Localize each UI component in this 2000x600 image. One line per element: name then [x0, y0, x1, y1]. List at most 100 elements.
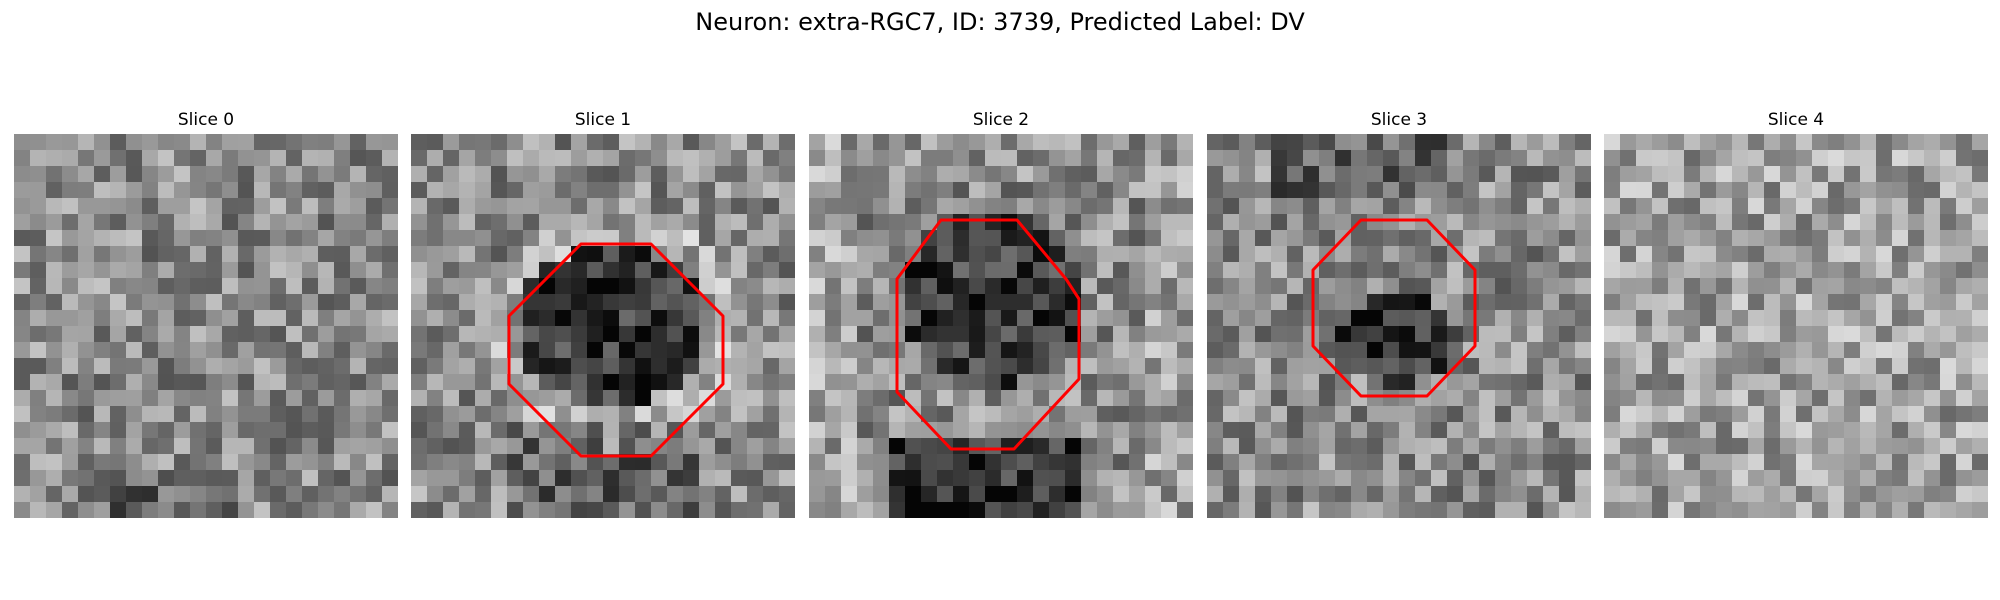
image-pixel	[1620, 246, 1637, 263]
image-pixel	[1620, 470, 1637, 487]
image-pixel	[1145, 326, 1162, 343]
image-pixel	[1511, 278, 1528, 295]
image-pixel	[1049, 406, 1066, 423]
image-pixel	[1495, 358, 1512, 375]
image-pixel	[905, 182, 922, 199]
image-pixel	[1684, 342, 1701, 359]
image-pixel	[382, 358, 398, 375]
image-pixel	[302, 262, 319, 279]
image-pixel	[94, 134, 111, 151]
image-pixel	[1956, 294, 1973, 311]
image-pixel	[651, 262, 668, 279]
image-pixel	[1447, 342, 1464, 359]
image-pixel	[1860, 486, 1877, 503]
image-pixel	[1383, 166, 1400, 183]
image-pixel	[809, 422, 826, 439]
image-pixel	[1145, 358, 1162, 375]
image-pixel	[1716, 326, 1733, 343]
image-pixel	[1113, 406, 1130, 423]
image-pixel	[1271, 342, 1288, 359]
image-pixel	[969, 486, 986, 503]
image-pixel	[969, 374, 986, 391]
image-pixel	[587, 502, 604, 518]
image-pixel	[286, 390, 303, 407]
image-pixel	[809, 310, 826, 327]
image-pixel	[1796, 326, 1813, 343]
image-pixel	[1255, 182, 1272, 199]
image-pixel	[1239, 182, 1256, 199]
slice-title: Slice 4	[1767, 110, 1825, 130]
image-pixel	[222, 502, 239, 518]
image-pixel	[1716, 262, 1733, 279]
image-pixel	[94, 278, 111, 295]
image-pixel	[1604, 326, 1621, 343]
image-pixel	[1081, 326, 1098, 343]
image-pixel	[825, 502, 842, 518]
image-pixel	[1684, 214, 1701, 231]
image-pixel	[411, 422, 428, 439]
image-pixel	[1908, 150, 1925, 167]
image-pixel	[603, 358, 620, 375]
image-pixel	[731, 454, 748, 471]
image-pixel	[763, 166, 780, 183]
image-pixel	[539, 294, 556, 311]
image-pixel	[1351, 502, 1368, 518]
image-pixel	[1764, 134, 1781, 151]
image-pixel	[366, 454, 383, 471]
image-pixel	[1748, 470, 1765, 487]
image-pixel	[1844, 470, 1861, 487]
image-pixel	[1652, 358, 1669, 375]
image-pixel	[94, 198, 111, 215]
image-pixel	[1351, 390, 1368, 407]
image-pixel	[825, 454, 842, 471]
image-pixel	[539, 454, 556, 471]
image-pixel	[238, 246, 255, 263]
image-pixel	[78, 198, 95, 215]
image-pixel	[158, 182, 175, 199]
image-pixel	[1748, 374, 1765, 391]
image-pixel	[1319, 454, 1336, 471]
image-pixel	[969, 422, 986, 439]
image-pixel	[1129, 502, 1146, 518]
image-pixel	[1271, 374, 1288, 391]
image-pixel	[1145, 246, 1162, 263]
image-pixel	[1223, 406, 1240, 423]
image-pixel	[270, 134, 287, 151]
image-pixel	[539, 230, 556, 247]
image-pixel	[1161, 390, 1178, 407]
image-pixel	[382, 278, 398, 295]
image-pixel	[1351, 406, 1368, 423]
image-pixel	[731, 374, 748, 391]
image-pixel	[873, 214, 890, 231]
image-pixel	[1479, 262, 1496, 279]
image-pixel	[953, 326, 970, 343]
image-pixel	[1223, 278, 1240, 295]
image-pixel	[937, 358, 954, 375]
image-pixel	[1684, 470, 1701, 487]
image-pixel	[443, 342, 460, 359]
image-pixel	[1271, 422, 1288, 439]
image-pixel	[1700, 358, 1717, 375]
image-pixel	[683, 294, 700, 311]
image-pixel	[1367, 438, 1384, 455]
image-pixel	[587, 422, 604, 439]
image-pixel	[1559, 422, 1576, 439]
image-pixel	[190, 182, 207, 199]
image-pixel	[1764, 502, 1781, 518]
image-pixel	[14, 390, 31, 407]
image-pixel	[1447, 294, 1464, 311]
image-pixel	[1860, 310, 1877, 327]
image-pixel	[142, 438, 159, 455]
image-pixel	[302, 422, 319, 439]
image-pixel	[1017, 150, 1034, 167]
image-pixel	[254, 182, 271, 199]
image-pixel	[350, 358, 367, 375]
image-pixel	[1399, 166, 1416, 183]
image-pixel	[491, 326, 508, 343]
image-pixel	[142, 310, 159, 327]
image-pixel	[1860, 406, 1877, 423]
image-pixel	[491, 390, 508, 407]
image-pixel	[1559, 438, 1576, 455]
image-pixel	[142, 454, 159, 471]
image-pixel	[1780, 326, 1797, 343]
